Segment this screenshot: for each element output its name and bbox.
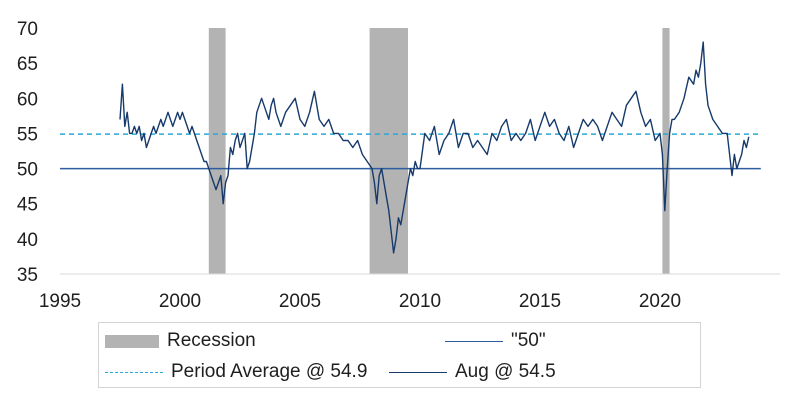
series-layer [119, 41, 750, 254]
x-tick-labels: 1995 2000 2005 2010 2015 2020 [39, 291, 681, 312]
x-tick-1995: 1995 [39, 291, 81, 312]
x-tick-2005: 2005 [279, 291, 321, 312]
legend-swatch-fifty [445, 340, 503, 342]
y-tick-65: 65 [17, 54, 38, 75]
y-tick-50: 50 [17, 160, 38, 181]
y-tick-60: 60 [17, 89, 38, 110]
chart: 35 40 45 50 55 60 65 70 1995 2000 2005 2010 2015 202… [17, 19, 780, 312]
y-tick-45: 45 [17, 195, 38, 216]
y-tick-70: 70 [17, 19, 38, 40]
legend-label-period-average: Period Average @ 54.9 [171, 361, 368, 382]
y-tick-35: 35 [17, 265, 38, 286]
legend-item-period-average: Period Average @ 54.9 [105, 357, 367, 387]
legend-label-recession: Recession [167, 330, 256, 351]
y-tick-40: 40 [17, 230, 38, 251]
legend-item-fifty: "50" [445, 326, 546, 356]
x-tick-2020: 2020 [639, 291, 681, 312]
series-line-1 [119, 41, 750, 254]
legend-swatch-recession [105, 334, 159, 348]
x-tick-2015: 2015 [519, 291, 561, 312]
x-tick-2010: 2010 [399, 291, 441, 312]
recession-bands [208, 28, 670, 274]
recession-band-2 [369, 28, 408, 274]
legend-item-recession: Recession [105, 326, 256, 356]
y-tick-labels: 35 40 45 50 55 60 65 70 [17, 19, 38, 286]
legend-label-fifty: "50" [511, 330, 546, 351]
legend-swatch-period-average [105, 371, 163, 373]
legend-swatch-series [389, 371, 447, 373]
x-tick-2000: 2000 [159, 291, 201, 312]
chart-legend: Recession "50" Period Average @ 54.9 Aug… [98, 322, 701, 388]
recession-band-3 [662, 28, 670, 274]
recession-band-1 [208, 28, 226, 274]
legend-item-series: Aug @ 54.5 [389, 357, 556, 387]
y-tick-55: 55 [17, 124, 38, 145]
legend-label-series: Aug @ 54.5 [455, 361, 556, 382]
